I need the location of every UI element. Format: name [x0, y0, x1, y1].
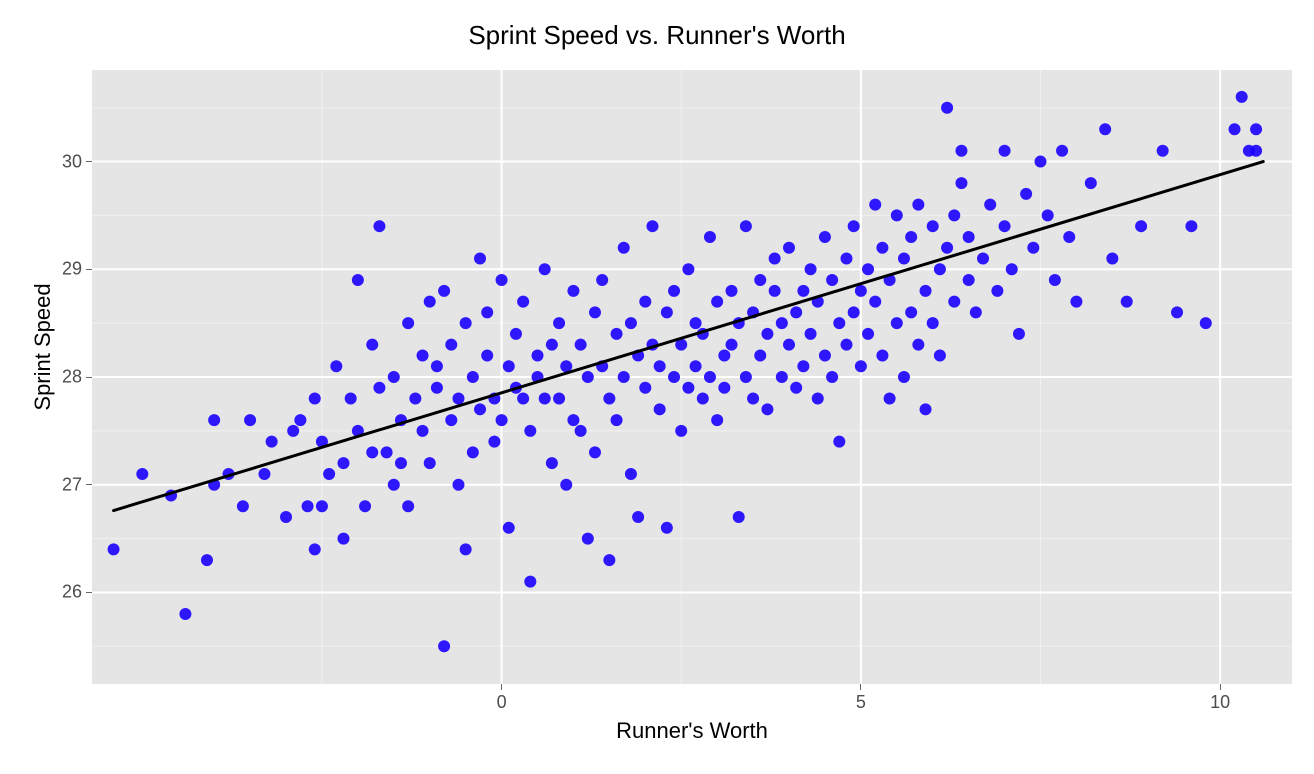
- y-tick-label: 26: [62, 582, 82, 603]
- x-axis-label: Runner's Worth: [92, 718, 1292, 744]
- x-tick-label: 5: [856, 692, 866, 713]
- y-tick-mark: [86, 484, 92, 485]
- y-tick-label: 30: [62, 151, 82, 172]
- y-tick-mark: [86, 161, 92, 162]
- plot-panel: [92, 70, 1292, 684]
- y-tick-mark: [86, 592, 92, 593]
- y-tick-label: 27: [62, 474, 82, 495]
- chart-title: Sprint Speed vs. Runner's Worth: [0, 20, 1314, 51]
- x-tick-mark: [1220, 684, 1221, 690]
- y-tick-label: 28: [62, 367, 82, 388]
- x-tick-label: 0: [497, 692, 507, 713]
- x-tick-mark: [501, 684, 502, 690]
- plot-svg: [92, 70, 1292, 684]
- scatter-chart: Sprint Speed vs. Runner's Worth Runner's…: [0, 0, 1314, 774]
- y-tick-label: 29: [62, 259, 82, 280]
- x-tick-label: 10: [1210, 692, 1230, 713]
- x-tick-mark: [860, 684, 861, 690]
- y-tick-mark: [86, 377, 92, 378]
- y-axis-label: Sprint Speed: [30, 247, 56, 447]
- y-tick-mark: [86, 269, 92, 270]
